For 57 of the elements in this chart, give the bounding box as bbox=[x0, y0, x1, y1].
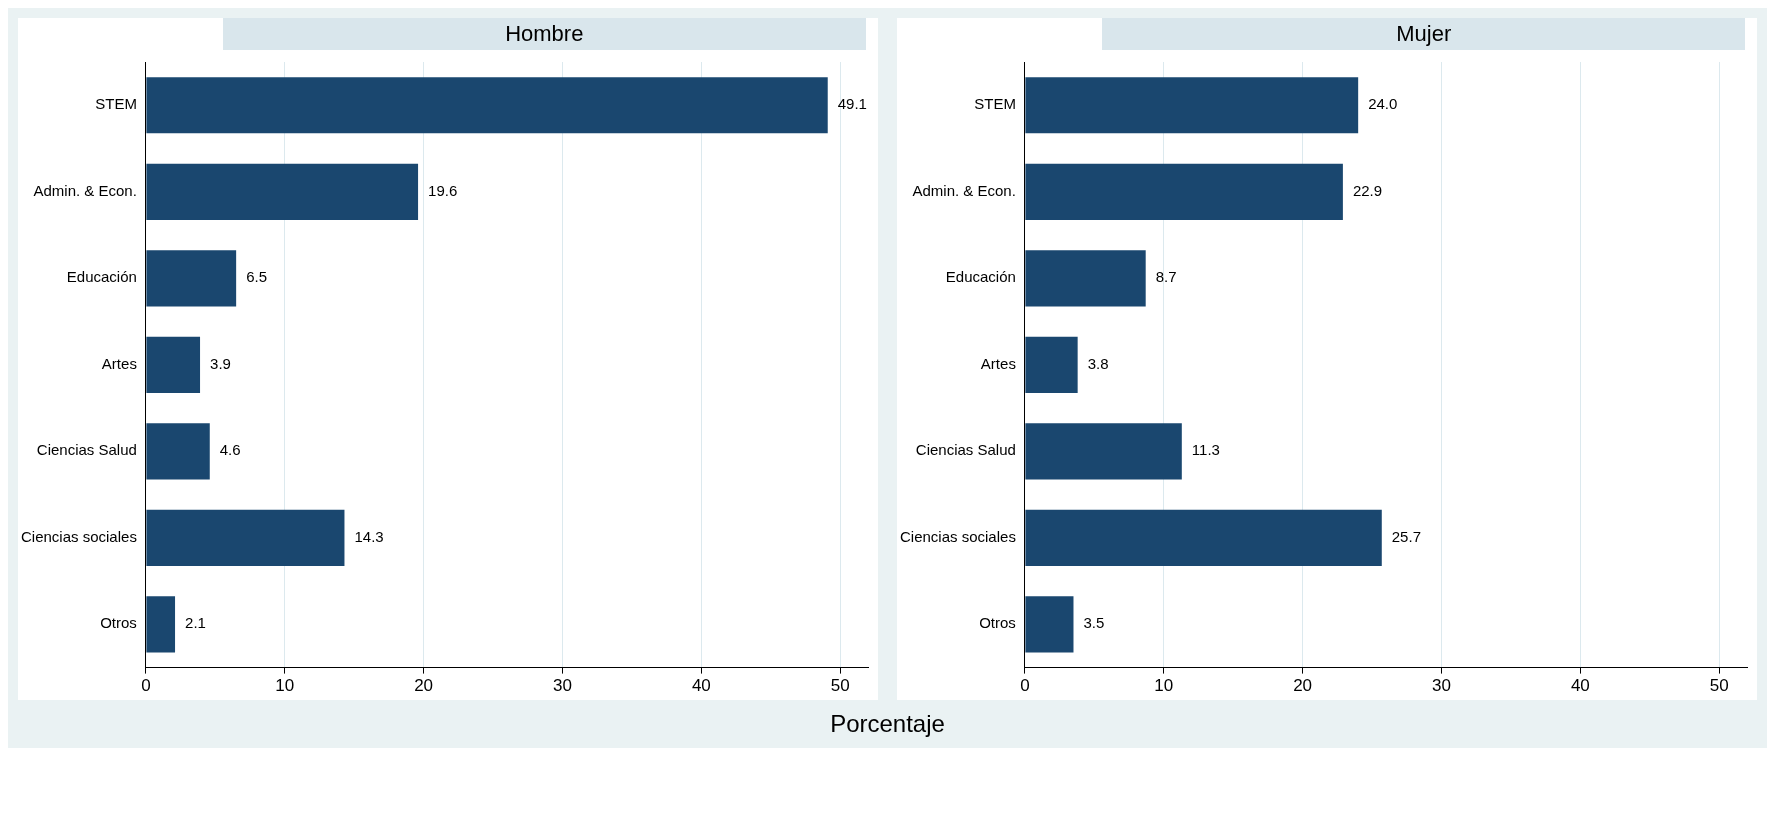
x-tick-label: 30 bbox=[1432, 676, 1452, 696]
chart-title: Mujer bbox=[1102, 18, 1746, 50]
x-tick-label: 10 bbox=[275, 676, 294, 696]
x-tick-label: 50 bbox=[1710, 676, 1729, 696]
x-tick-label: 40 bbox=[1571, 676, 1591, 696]
bar bbox=[1025, 163, 1344, 220]
data-label: 24.0 bbox=[1368, 95, 1398, 113]
bar bbox=[1025, 509, 1383, 566]
y-tick-label: STEM bbox=[94, 95, 137, 113]
y-tick-label: Artes bbox=[101, 354, 137, 372]
bar bbox=[146, 77, 828, 134]
y-tick-label: Educación bbox=[66, 268, 137, 286]
bar bbox=[146, 509, 345, 566]
bar bbox=[1025, 423, 1183, 480]
y-tick-label: Educación bbox=[946, 268, 1017, 286]
x-tick-label: 40 bbox=[691, 676, 711, 696]
y-tick-label: Ciencias Salud bbox=[36, 441, 137, 459]
y-tick-label: Ciencias Salud bbox=[916, 441, 1017, 459]
bar bbox=[146, 336, 200, 393]
data-label: 14.3 bbox=[354, 527, 384, 545]
data-label: 22.9 bbox=[1353, 181, 1383, 199]
data-label: 3.5 bbox=[1083, 614, 1105, 632]
x-axis-title: Porcentaje bbox=[829, 710, 946, 738]
y-tick-label: STEM bbox=[974, 95, 1017, 113]
chart-title: Hombre bbox=[222, 18, 866, 50]
bar bbox=[1025, 250, 1146, 307]
x-tick-label: 50 bbox=[830, 676, 850, 696]
data-label: 49.1 bbox=[837, 95, 867, 113]
data-label: 11.3 bbox=[1192, 441, 1221, 459]
x-tick-label: 20 bbox=[413, 676, 433, 696]
x-tick-label: 10 bbox=[1154, 676, 1174, 696]
y-tick-label: Admin. & Econ. bbox=[912, 181, 1017, 199]
bar bbox=[146, 163, 418, 220]
data-label: 8.7 bbox=[1155, 268, 1177, 286]
y-tick-label: Otros bbox=[979, 614, 1017, 632]
data-label: 3.8 bbox=[1087, 354, 1109, 372]
bar bbox=[1025, 596, 1074, 653]
data-label: 2.1 bbox=[184, 614, 206, 632]
bar bbox=[146, 250, 236, 307]
data-label: 25.7 bbox=[1392, 527, 1422, 545]
y-tick-label: Ciencias sociales bbox=[20, 527, 137, 545]
bar bbox=[146, 596, 175, 653]
data-label: 4.6 bbox=[219, 441, 241, 459]
x-tick-label: 30 bbox=[552, 676, 572, 696]
y-tick-label: Ciencias sociales bbox=[900, 527, 1017, 545]
x-tick-label: 20 bbox=[1293, 676, 1313, 696]
bar bbox=[1025, 77, 1359, 134]
data-label: 6.5 bbox=[245, 268, 267, 286]
data-label: 19.6 bbox=[427, 181, 458, 199]
y-tick-label: Artes bbox=[981, 354, 1017, 372]
data-label: 3.9 bbox=[209, 354, 231, 372]
bar bbox=[1025, 336, 1078, 393]
y-tick-label: Otros bbox=[99, 614, 137, 632]
bar bbox=[146, 423, 210, 480]
x-tick-label: 0 bbox=[1020, 676, 1030, 696]
x-tick-label: 0 bbox=[140, 676, 151, 696]
y-tick-label: Admin. & Econ. bbox=[33, 181, 137, 199]
